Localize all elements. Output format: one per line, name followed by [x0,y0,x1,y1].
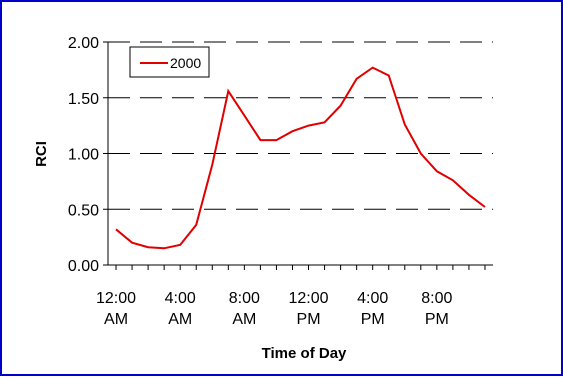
x-tick-label: 4:00 [357,290,388,307]
x-tick-label: 4:00 [165,290,196,307]
series-line [115,66,486,250]
x-tick-label: 8:00 [421,290,452,307]
y-tick-label: 1.00 [68,147,99,164]
y-tick-labels: 0.00 0.50 1.00 1.50 2.00 [68,35,99,275]
x-tick-label: 12:00 [288,290,328,307]
legend-series-label: 2000 [170,55,201,71]
y-tick-label: 2.00 [68,35,99,52]
x-tick-label: AM [168,311,192,328]
y-axis-title: RCI [33,141,50,167]
legend: 2000 [129,46,210,78]
series-lines [115,66,486,250]
x-tick-label: 12:00 [96,290,136,307]
x-tick-labels: 12:00 AM 4:00 AM 8:00 AM 12:00 PM 4:00 PM 8:00 PM [96,290,453,328]
gridlines [108,41,493,210]
x-tick-label: AM [232,311,256,328]
y-tick-label: 0.00 [68,258,99,275]
x-axis-title: Time of Day [262,345,347,362]
axes [103,41,493,270]
x-tick-label: 8:00 [229,290,260,307]
x-tick-label: PM [361,311,385,328]
x-tick-label: PM [297,311,321,328]
y-tick-label: 1.50 [68,91,99,108]
y-tick-label: 0.50 [68,202,99,219]
x-tick-label: PM [425,311,449,328]
x-tick-label: AM [104,311,128,328]
